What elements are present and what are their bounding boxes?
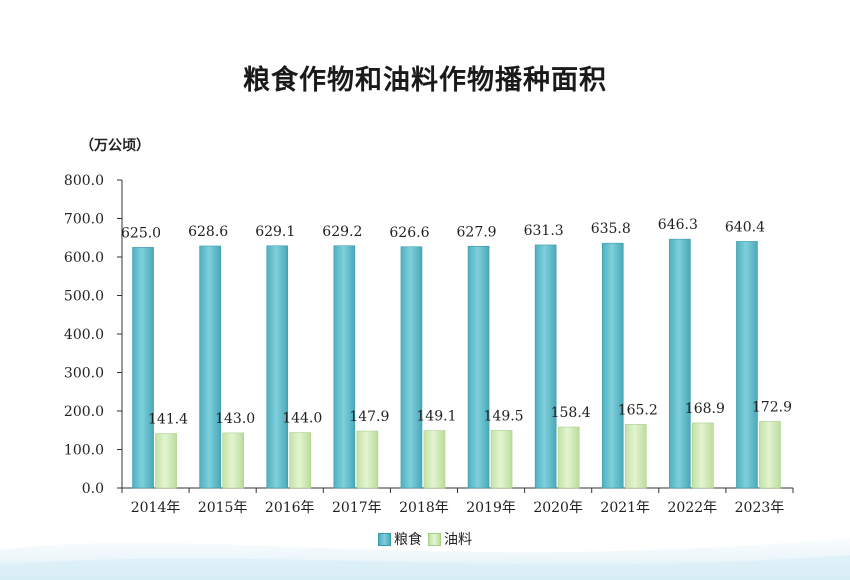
x-tick-label: 2019年 — [466, 500, 516, 516]
legend-label-grain: 粮食 — [394, 532, 422, 548]
data-label-oil: 147.9 — [349, 409, 389, 425]
data-label-oil: 168.9 — [685, 401, 725, 417]
data-label-grain: 629.2 — [322, 224, 362, 240]
data-label-grain: 627.9 — [457, 224, 497, 240]
x-tick-label: 2023年 — [735, 500, 785, 516]
bar-oil — [155, 433, 177, 489]
bar-oil — [490, 430, 513, 489]
x-tick-label: 2022年 — [668, 500, 718, 516]
x-tick-label: 2015年 — [198, 500, 248, 516]
data-label-grain: 635.8 — [591, 221, 631, 237]
y-tick-label: 600.0 — [64, 250, 104, 266]
background-wave — [0, 538, 850, 580]
bar-oil — [289, 432, 312, 489]
bar-oil — [624, 424, 647, 489]
bar-grain — [199, 245, 221, 489]
y-tick-label: 200.0 — [64, 404, 104, 420]
y-tick-label: 100.0 — [64, 443, 104, 459]
data-label-oil: 149.1 — [416, 409, 456, 425]
bar-grain — [400, 246, 423, 489]
data-label-grain: 625.0 — [121, 225, 161, 241]
bar-oil — [692, 422, 714, 489]
unit-label: （万公顷） — [80, 138, 150, 154]
bar-grain — [266, 245, 289, 489]
data-label-oil: 144.0 — [282, 411, 322, 427]
data-label-grain: 640.4 — [725, 219, 765, 235]
data-label-oil: 158.4 — [551, 405, 591, 421]
data-label-grain: 631.3 — [524, 223, 564, 239]
data-label-oil: 149.5 — [484, 408, 524, 424]
y-tick-label: 400.0 — [64, 327, 104, 343]
legend-label-oil: 油料 — [444, 532, 472, 548]
bar-grain — [601, 242, 624, 489]
bar-oil — [423, 430, 446, 489]
data-label-grain: 626.6 — [389, 225, 429, 241]
x-tick-label: 2020年 — [533, 500, 583, 516]
legend: 粮食 油料 — [0, 529, 850, 549]
bar-grain — [669, 238, 691, 489]
bar-oil — [759, 421, 781, 489]
data-label-grain: 629.1 — [255, 224, 295, 240]
data-label-oil: 143.0 — [215, 411, 255, 427]
legend-item-oil: 油料 — [428, 529, 472, 549]
legend-item-grain: 粮食 — [378, 529, 422, 549]
data-label-grain: 628.6 — [188, 224, 228, 240]
y-tick-label: 0.0 — [82, 481, 104, 497]
bar-oil — [222, 432, 244, 489]
x-tick-label: 2016年 — [265, 500, 315, 516]
bar-oil — [557, 426, 580, 489]
data-label-oil: 165.2 — [618, 402, 658, 418]
bar-grain — [534, 244, 557, 489]
x-tick-label: 2014年 — [131, 500, 181, 516]
bar-grain — [467, 245, 490, 489]
y-tick-label: 800.0 — [64, 173, 104, 189]
x-tick-label: 2017年 — [332, 500, 382, 516]
y-tick-label: 300.0 — [64, 366, 104, 382]
y-tick-label: 700.0 — [64, 212, 104, 228]
x-tick-label: 2021年 — [600, 500, 650, 516]
bar-grain — [132, 247, 154, 489]
bar-oil — [356, 430, 379, 489]
data-label-oil: 172.9 — [752, 399, 792, 415]
data-label-grain: 646.3 — [658, 217, 698, 233]
legend-swatch-oil — [428, 532, 441, 546]
data-label-oil: 141.4 — [148, 412, 188, 428]
legend-swatch-grain — [378, 532, 391, 546]
bar-grain — [333, 245, 356, 489]
bar-grain — [736, 241, 758, 489]
chart-title: 粮食作物和油料作物播种面积 — [243, 65, 607, 96]
y-tick-label: 500.0 — [64, 289, 104, 305]
x-tick-label: 2018年 — [399, 500, 449, 516]
